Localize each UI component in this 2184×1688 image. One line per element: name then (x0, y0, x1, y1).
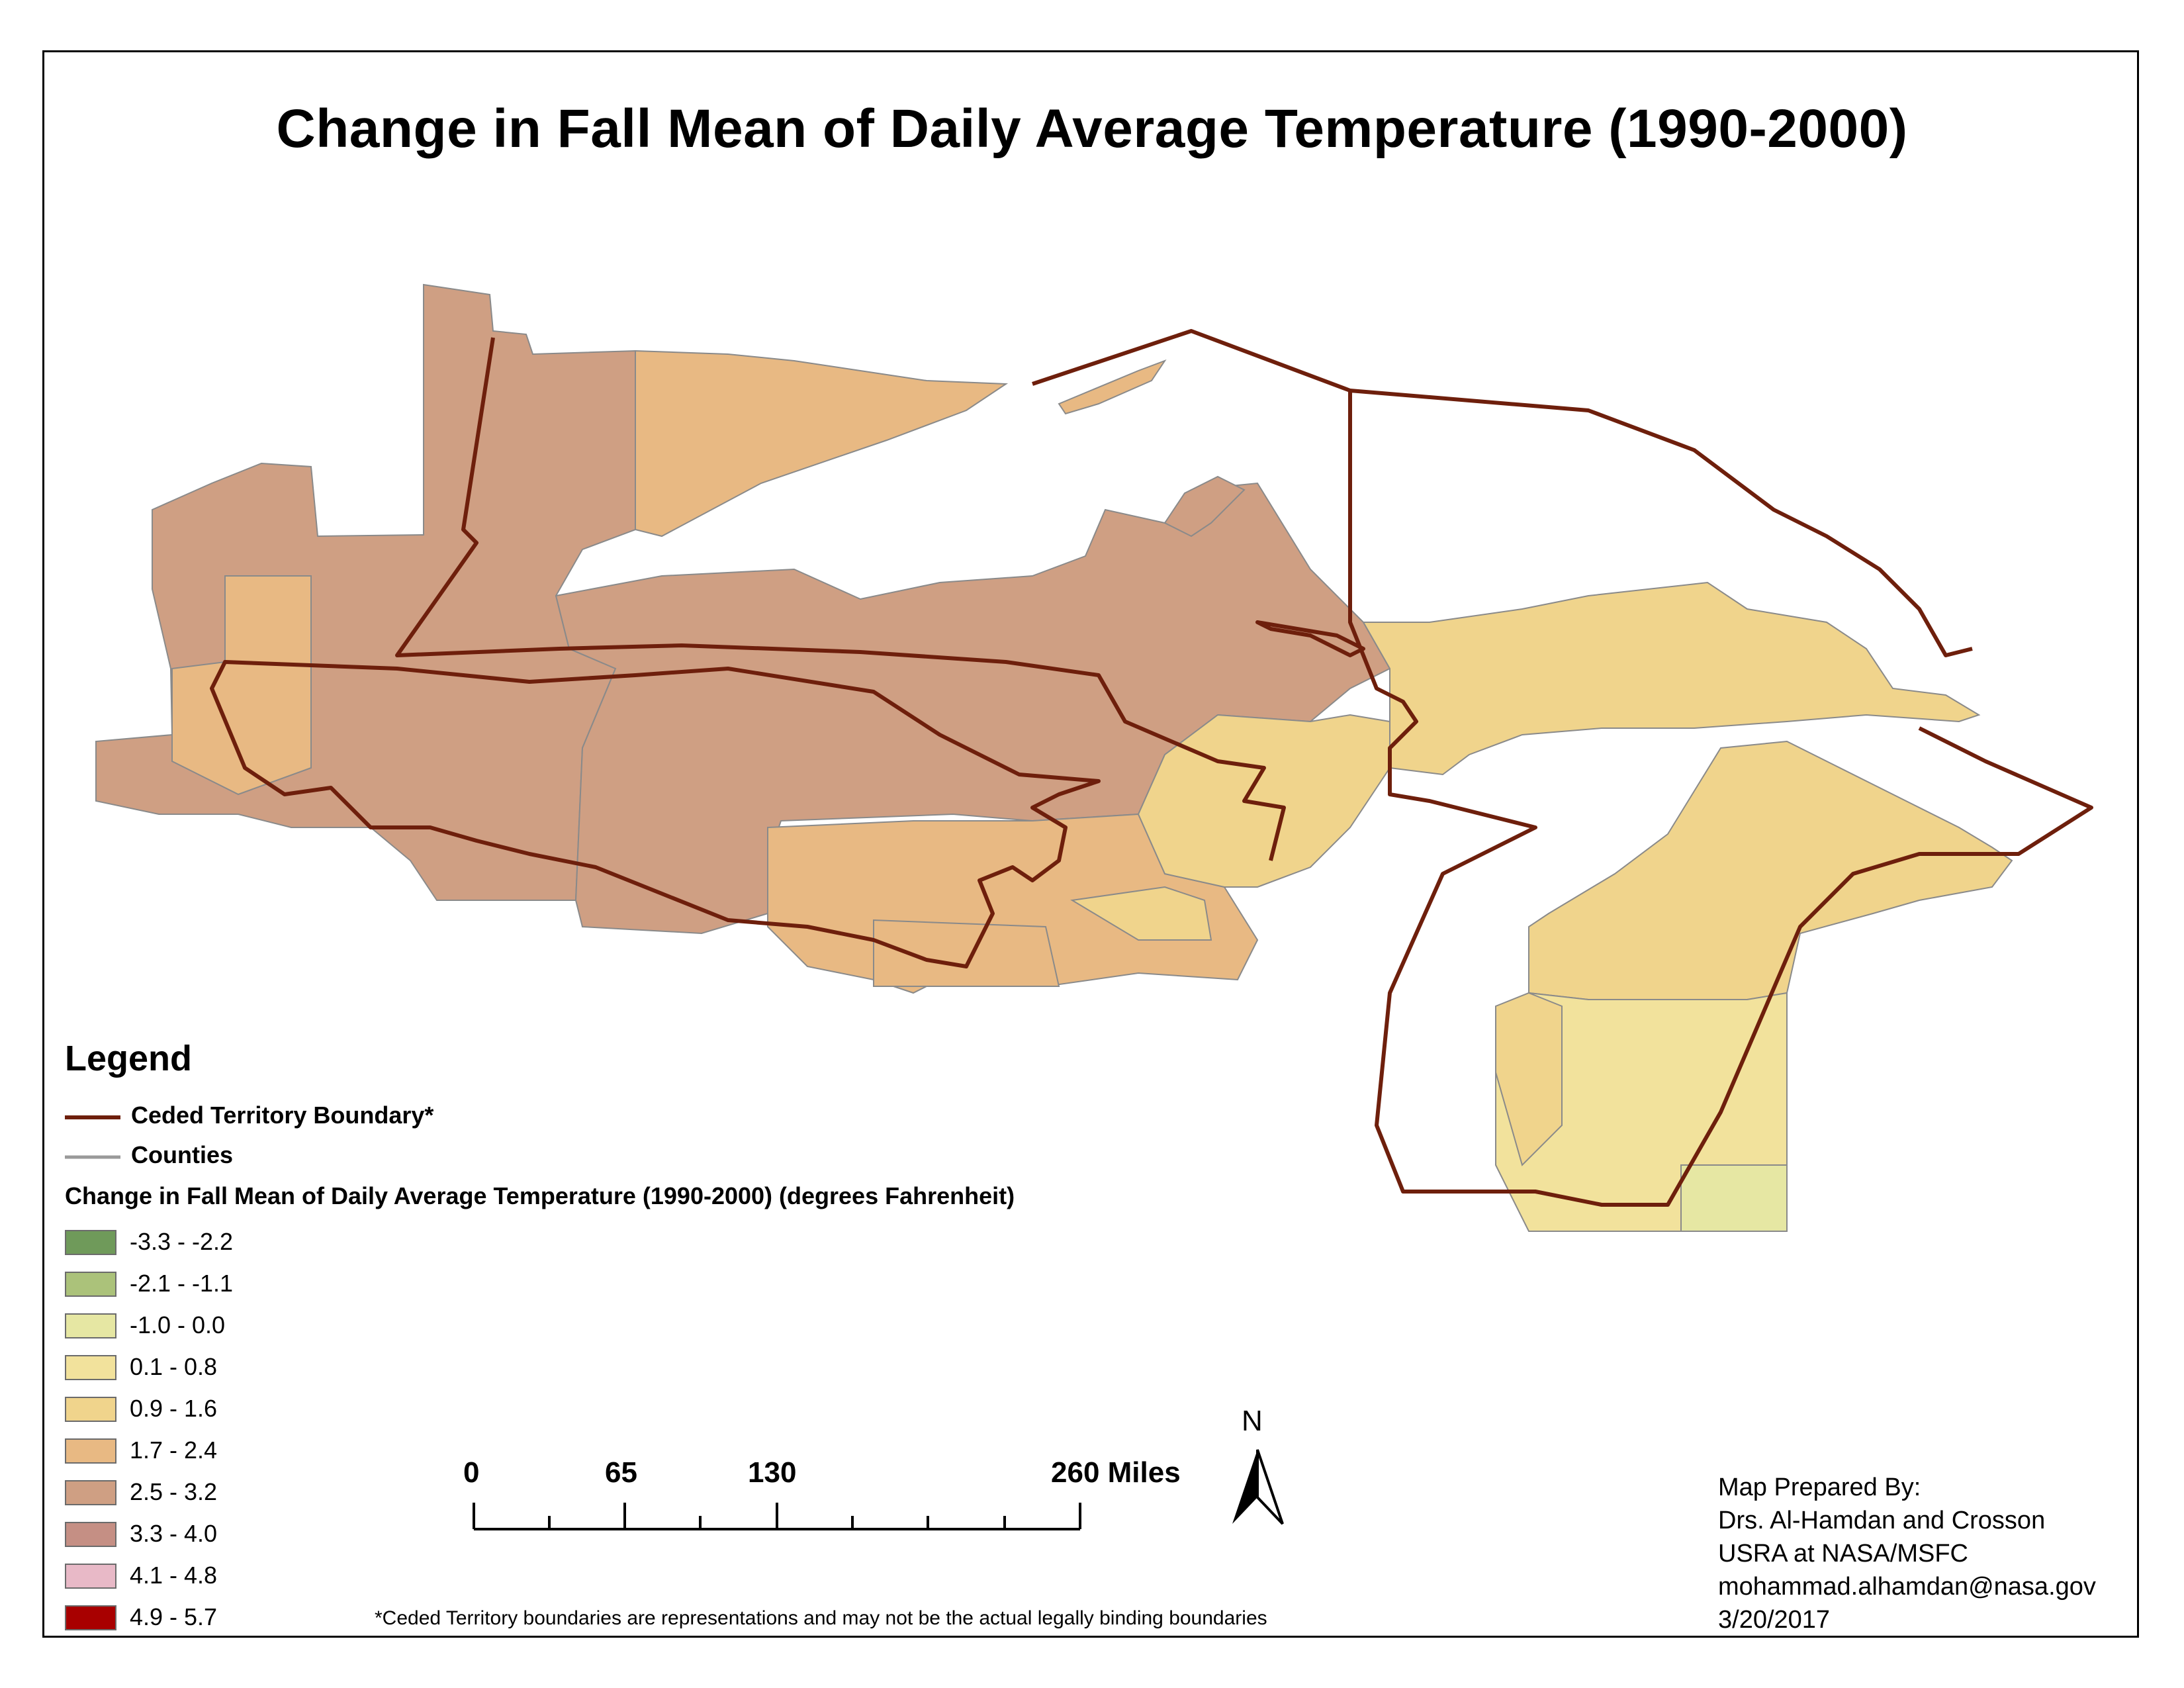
legend-heading: Legend (65, 1039, 193, 1078)
legend-class-label: 4.1 - 4.8 (130, 1562, 218, 1589)
legend-class-label: 0.1 - 0.8 (130, 1353, 218, 1380)
scale-label-130: 130 (748, 1456, 797, 1489)
region-keweenaw (1163, 475, 1246, 538)
north-label: N (1242, 1405, 1263, 1437)
scale-label-65: 65 (605, 1456, 637, 1489)
region-lower-michigan-coast (1495, 992, 1563, 1166)
legend-class-swatch (65, 1522, 116, 1547)
region-minnesota-southwest (171, 575, 312, 796)
region-wisconsin-lakeshore (1070, 886, 1212, 941)
legend-class-label: -2.1 - -1.1 (130, 1270, 234, 1297)
credit-line-2: Drs. Al-Hamdan and Crosson (1718, 1507, 2046, 1534)
region-minnesota-west (95, 283, 636, 901)
legend-class-swatch (65, 1605, 116, 1630)
legend-class-swatch (65, 1438, 116, 1464)
scale-bar (473, 1503, 1081, 1530)
legend-class-label: 4.9 - 5.7 (130, 1603, 218, 1630)
credit-line-5: 3/20/2017 (1718, 1606, 1831, 1634)
credit-line-4: mohammad.alhamdan@nasa.gov (1718, 1573, 2096, 1601)
legend-class-swatch (65, 1313, 116, 1338)
footnote: *Ceded Territory boundaries are represen… (375, 1607, 1267, 1629)
credit-line-3: USRA at NASA/MSFC (1718, 1540, 1968, 1568)
scale-label-0: 0 (463, 1456, 480, 1489)
boundary-1837-1842-treaty (210, 660, 1101, 968)
map-frame (42, 50, 2139, 1638)
boundary-1854-treaty (395, 337, 1286, 861)
legend-class-label: 2.5 - 3.2 (130, 1478, 218, 1505)
legend-class-label: 0.9 - 1.6 (130, 1395, 218, 1422)
legend-class-swatch (65, 1397, 116, 1422)
legend-class-swatch (65, 1355, 116, 1380)
legend-class-label: 1.7 - 2.4 (130, 1436, 218, 1464)
region-lower-michigan-north (1528, 740, 2013, 1000)
region-lower-michigan-southeast (1680, 1164, 1788, 1232)
boundary-lake-michigan-east (1032, 329, 1351, 393)
scale-label-260-miles: 260 Miles (1051, 1456, 1181, 1489)
north-arrow-icon (1232, 1449, 1284, 1525)
legend-class-label: -3.3 - -2.2 (130, 1228, 234, 1255)
legend-boundary-label: Ceded Territory Boundary* (131, 1102, 434, 1129)
legend-class-swatch (65, 1480, 116, 1505)
legend-class-label: 3.3 - 4.0 (130, 1520, 218, 1547)
lake-superior-island (1058, 359, 1167, 415)
legend-class-swatch (65, 1564, 116, 1589)
legend-counties-label: Counties (131, 1141, 234, 1168)
region-wisconsin-far-south (873, 919, 1060, 987)
region-upper-peninsula-east (1362, 581, 1981, 776)
ceded-territory-boundaries (210, 329, 2093, 1207)
map-title: Change in Fall Mean of Daily Average Tem… (276, 99, 1908, 159)
legend-class-swatch (65, 1272, 116, 1297)
legend-class-swatch (65, 1230, 116, 1255)
credit-line-1: Map Prepared By: (1718, 1474, 1921, 1501)
legend-field-label: Change in Fall Mean of Daily Average Tem… (65, 1182, 1015, 1209)
region-minnesota-arrowhead (635, 350, 1009, 538)
legend-class-label: -1.0 - 0.0 (130, 1311, 226, 1338)
boundary-1836-treaty (1348, 389, 2093, 1207)
boundary-keweenaw-loop (1255, 620, 1365, 657)
